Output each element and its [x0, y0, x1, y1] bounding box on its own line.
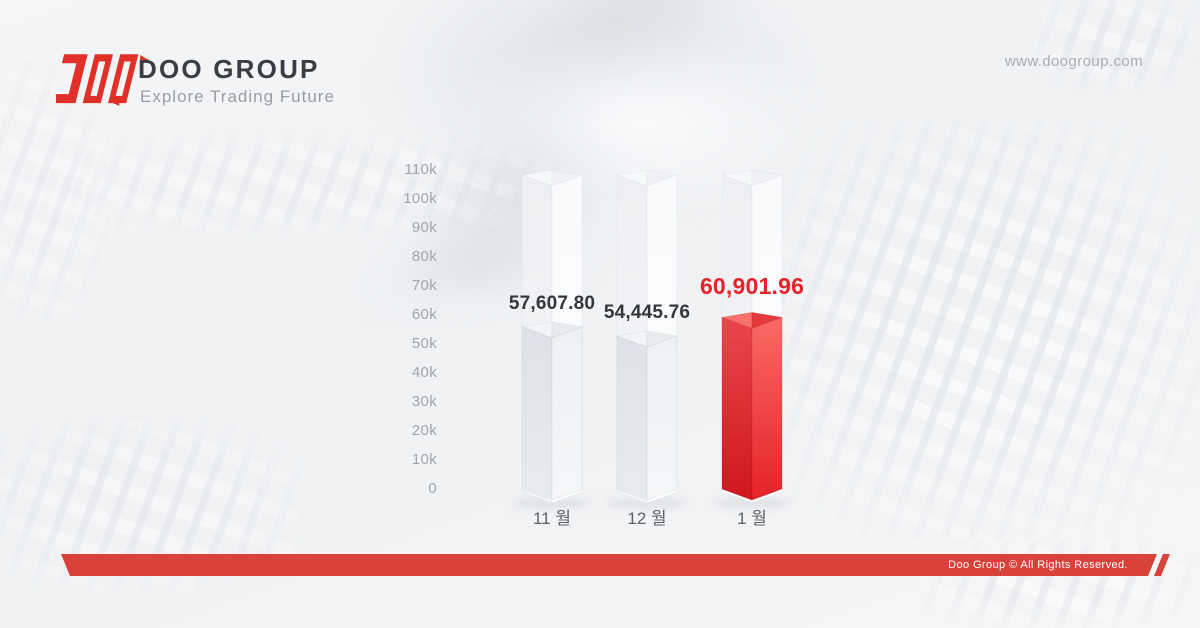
x-axis-label: 12 월: [627, 509, 667, 528]
y-tick-label: 10k: [411, 451, 437, 468]
y-tick-label: 30k: [411, 393, 437, 410]
footer-copyright: Doo Group © All Rights Reserved.: [948, 559, 1128, 571]
y-tick-label: 40k: [411, 364, 437, 381]
y-tick-label: 90k: [411, 219, 437, 236]
x-axis-label: 11 월: [532, 509, 571, 528]
footer-ribbon: [61, 554, 1170, 576]
doo-group-logo-icon: [56, 54, 150, 106]
y-tick-label: 60k: [411, 306, 437, 323]
y-tick-label: 20k: [411, 422, 437, 439]
bar-left-face: [521, 326, 553, 501]
bar-right-face: [646, 335, 678, 501]
logo-accent-triangle-icon: [108, 95, 120, 106]
bar-value-label: 57,607.80: [508, 292, 596, 314]
brand-name: DOO GROUP: [138, 54, 320, 84]
chart-bars: [520, 312, 784, 501]
bar-right-face: [551, 326, 583, 501]
bar-right-face: [751, 316, 783, 501]
logo-accent-triangle-icon: [140, 55, 150, 66]
y-tick-label: 70k: [411, 277, 437, 294]
bar-value-label: 60,901.96: [699, 273, 805, 300]
y-tick-label: 0: [428, 480, 437, 497]
x-axis-label: 1 월: [737, 509, 767, 528]
y-tick-label: 110k: [404, 161, 437, 178]
bar-left-face: [721, 316, 753, 501]
brand-tagline: Explore Trading Future: [140, 87, 335, 106]
footer-ribbon-bar: [61, 554, 1157, 576]
website-url: www.doogroup.com: [1004, 53, 1143, 70]
y-tick-label: 80k: [411, 248, 437, 265]
footer-ribbon-sliver: [1154, 554, 1170, 576]
y-tick-label: 50k: [411, 335, 437, 352]
bar-left-face: [616, 335, 648, 501]
bar-value-label: 54,445.76: [603, 302, 691, 324]
y-tick-label: 100k: [403, 190, 437, 207]
